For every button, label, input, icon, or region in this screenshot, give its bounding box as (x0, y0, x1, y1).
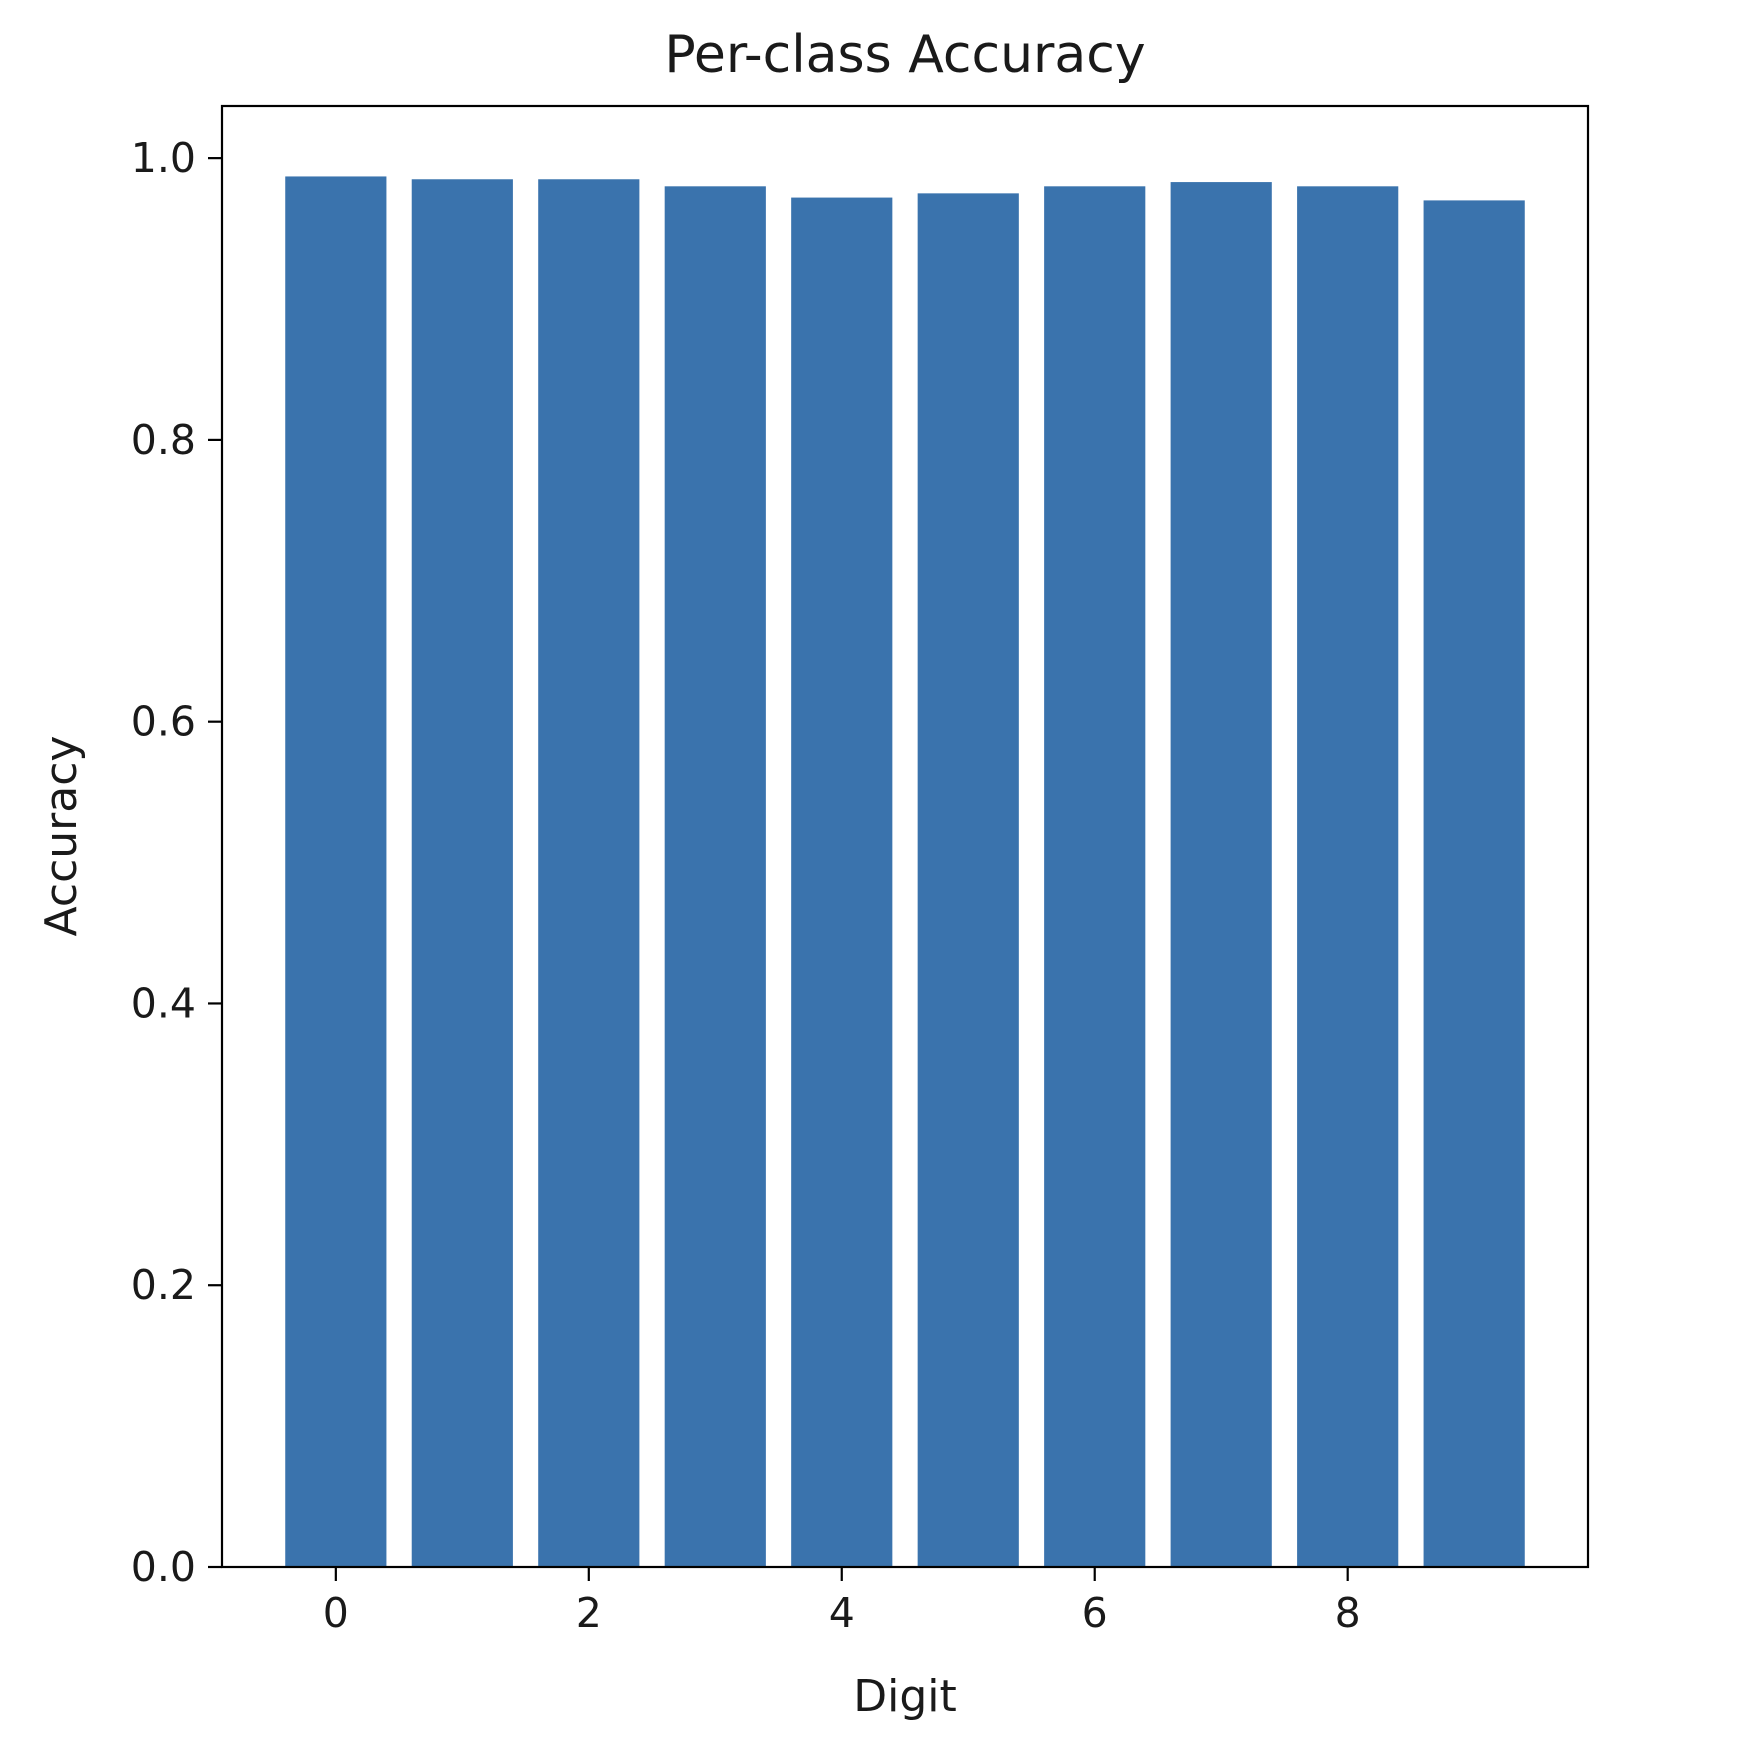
x-axis-label: Digit (853, 1671, 957, 1722)
x-tick-label: 4 (829, 1589, 855, 1637)
y-tick-label: 0.2 (131, 1261, 196, 1309)
y-tick-label: 0.0 (131, 1543, 196, 1591)
bars-group (285, 176, 1525, 1568)
bar-digit-2 (538, 179, 640, 1567)
y-tick-label: 0.4 (131, 979, 196, 1027)
plot-frame (220, 104, 1590, 1569)
y-tick-label: 0.6 (131, 698, 196, 746)
y-tick-label: 1.0 (131, 134, 196, 182)
y-axis-label: Accuracy (36, 736, 87, 937)
bar-digit-7 (1170, 182, 1272, 1567)
x-tick-label: 2 (576, 1589, 602, 1637)
bar-digit-3 (664, 186, 766, 1568)
bar-digit-0 (285, 176, 387, 1567)
y-tick-label: 0.8 (131, 416, 196, 464)
bar-digit-5 (917, 193, 1019, 1567)
y-axis-ticks: 0.0 0.2 0.4 0.6 0.8 1.0 (131, 134, 222, 1591)
bar-digit-1 (411, 179, 513, 1567)
x-axis-ticks: 0 2 4 6 8 (323, 1567, 1361, 1637)
x-tick-label: 8 (1335, 1589, 1361, 1637)
bar-digit-4 (791, 197, 893, 1567)
x-tick-label: 6 (1082, 1589, 1108, 1637)
bar-digit-9 (1423, 200, 1525, 1567)
bar-digit-8 (1297, 186, 1399, 1568)
bar-digit-6 (1044, 186, 1146, 1568)
chart-title: Per-class Accuracy (664, 25, 1145, 85)
x-tick-label: 0 (323, 1589, 349, 1637)
